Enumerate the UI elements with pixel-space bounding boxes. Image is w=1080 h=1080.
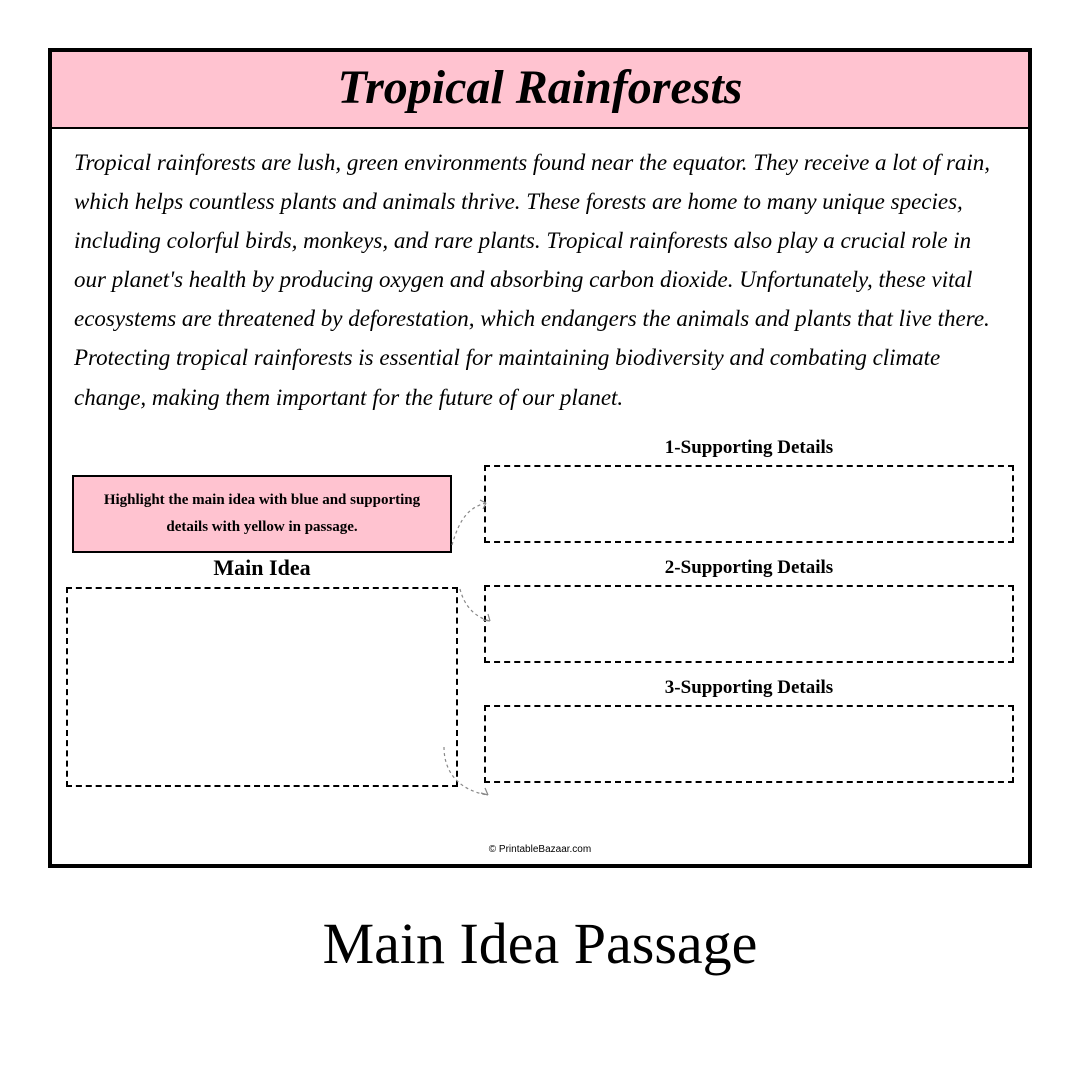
main-idea-box[interactable]: [66, 587, 458, 787]
detail-3-label: 3-Supporting Details: [484, 677, 1014, 699]
worksheet-title: Tropical Rainforests: [52, 60, 1028, 115]
detail-1-label: 1-Supporting Details: [484, 437, 1014, 459]
detail-2-label: 2-Supporting Details: [484, 557, 1014, 579]
footer-credit: © PrintableBazaar.com: [52, 844, 1028, 855]
graphic-organizer: Highlight the main idea with blue and su…: [52, 427, 1028, 857]
worksheet-frame: Tropical Rainforests Tropical rainforest…: [48, 48, 1032, 868]
detail-1-box[interactable]: [484, 465, 1014, 543]
instruction-box: Highlight the main idea with blue and su…: [72, 475, 452, 553]
passage-text: Tropical rainforests are lush, green env…: [52, 129, 1028, 427]
detail-3-box[interactable]: [484, 705, 1014, 783]
page-caption: Main Idea Passage: [0, 910, 1080, 977]
detail-2-box[interactable]: [484, 585, 1014, 663]
title-bar: Tropical Rainforests: [52, 52, 1028, 129]
main-idea-label: Main Idea: [72, 555, 452, 581]
